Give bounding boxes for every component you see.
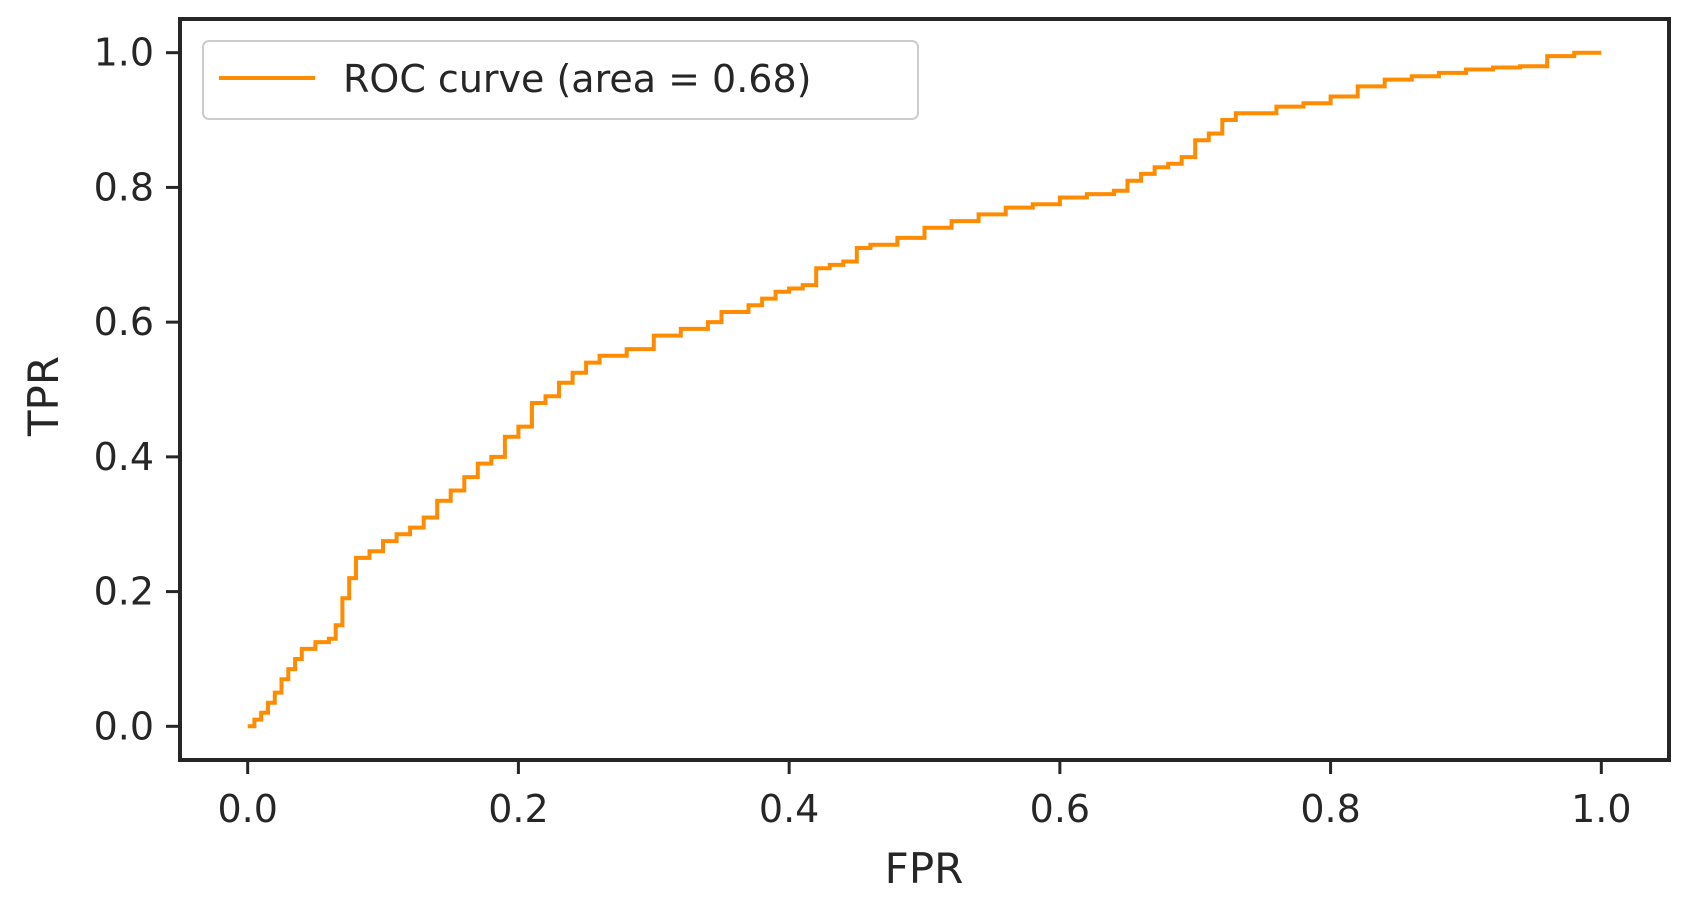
x-axis-title: FPR xyxy=(885,844,964,893)
plot-lines xyxy=(247,50,1602,729)
x-tick-label: 0.8 xyxy=(1300,787,1360,831)
y-tick-label: 0.4 xyxy=(94,435,154,479)
x-tick-label: 0.0 xyxy=(217,787,277,831)
legend: ROC curve (area = 0.68) xyxy=(202,40,919,120)
y-tick-label: 1.0 xyxy=(94,31,154,75)
y-tick-label: 0.2 xyxy=(94,570,154,614)
x-tick-label: 1.0 xyxy=(1571,787,1631,831)
y-tick-label: 0.0 xyxy=(94,704,154,748)
plot-frame xyxy=(178,17,1671,762)
legend-label: ROC curve (area = 0.68) xyxy=(343,57,811,101)
legend-box xyxy=(202,40,919,120)
x-tick-label: 0.4 xyxy=(759,787,819,831)
y-axis-title: TPR xyxy=(19,356,68,437)
y-tick-label: 0.8 xyxy=(94,165,154,209)
x-tick-label: 0.6 xyxy=(1030,787,1090,831)
roc-curve-line xyxy=(247,50,1602,729)
x-tick-label: 0.2 xyxy=(488,787,548,831)
axis-ticks: 0.0 0.2 0.4 0.6 0.8 1.0 0.0 0.2 0.4 0.6 0.8 1.0 xyxy=(94,31,1632,831)
y-tick-label: 0.6 xyxy=(94,300,154,344)
